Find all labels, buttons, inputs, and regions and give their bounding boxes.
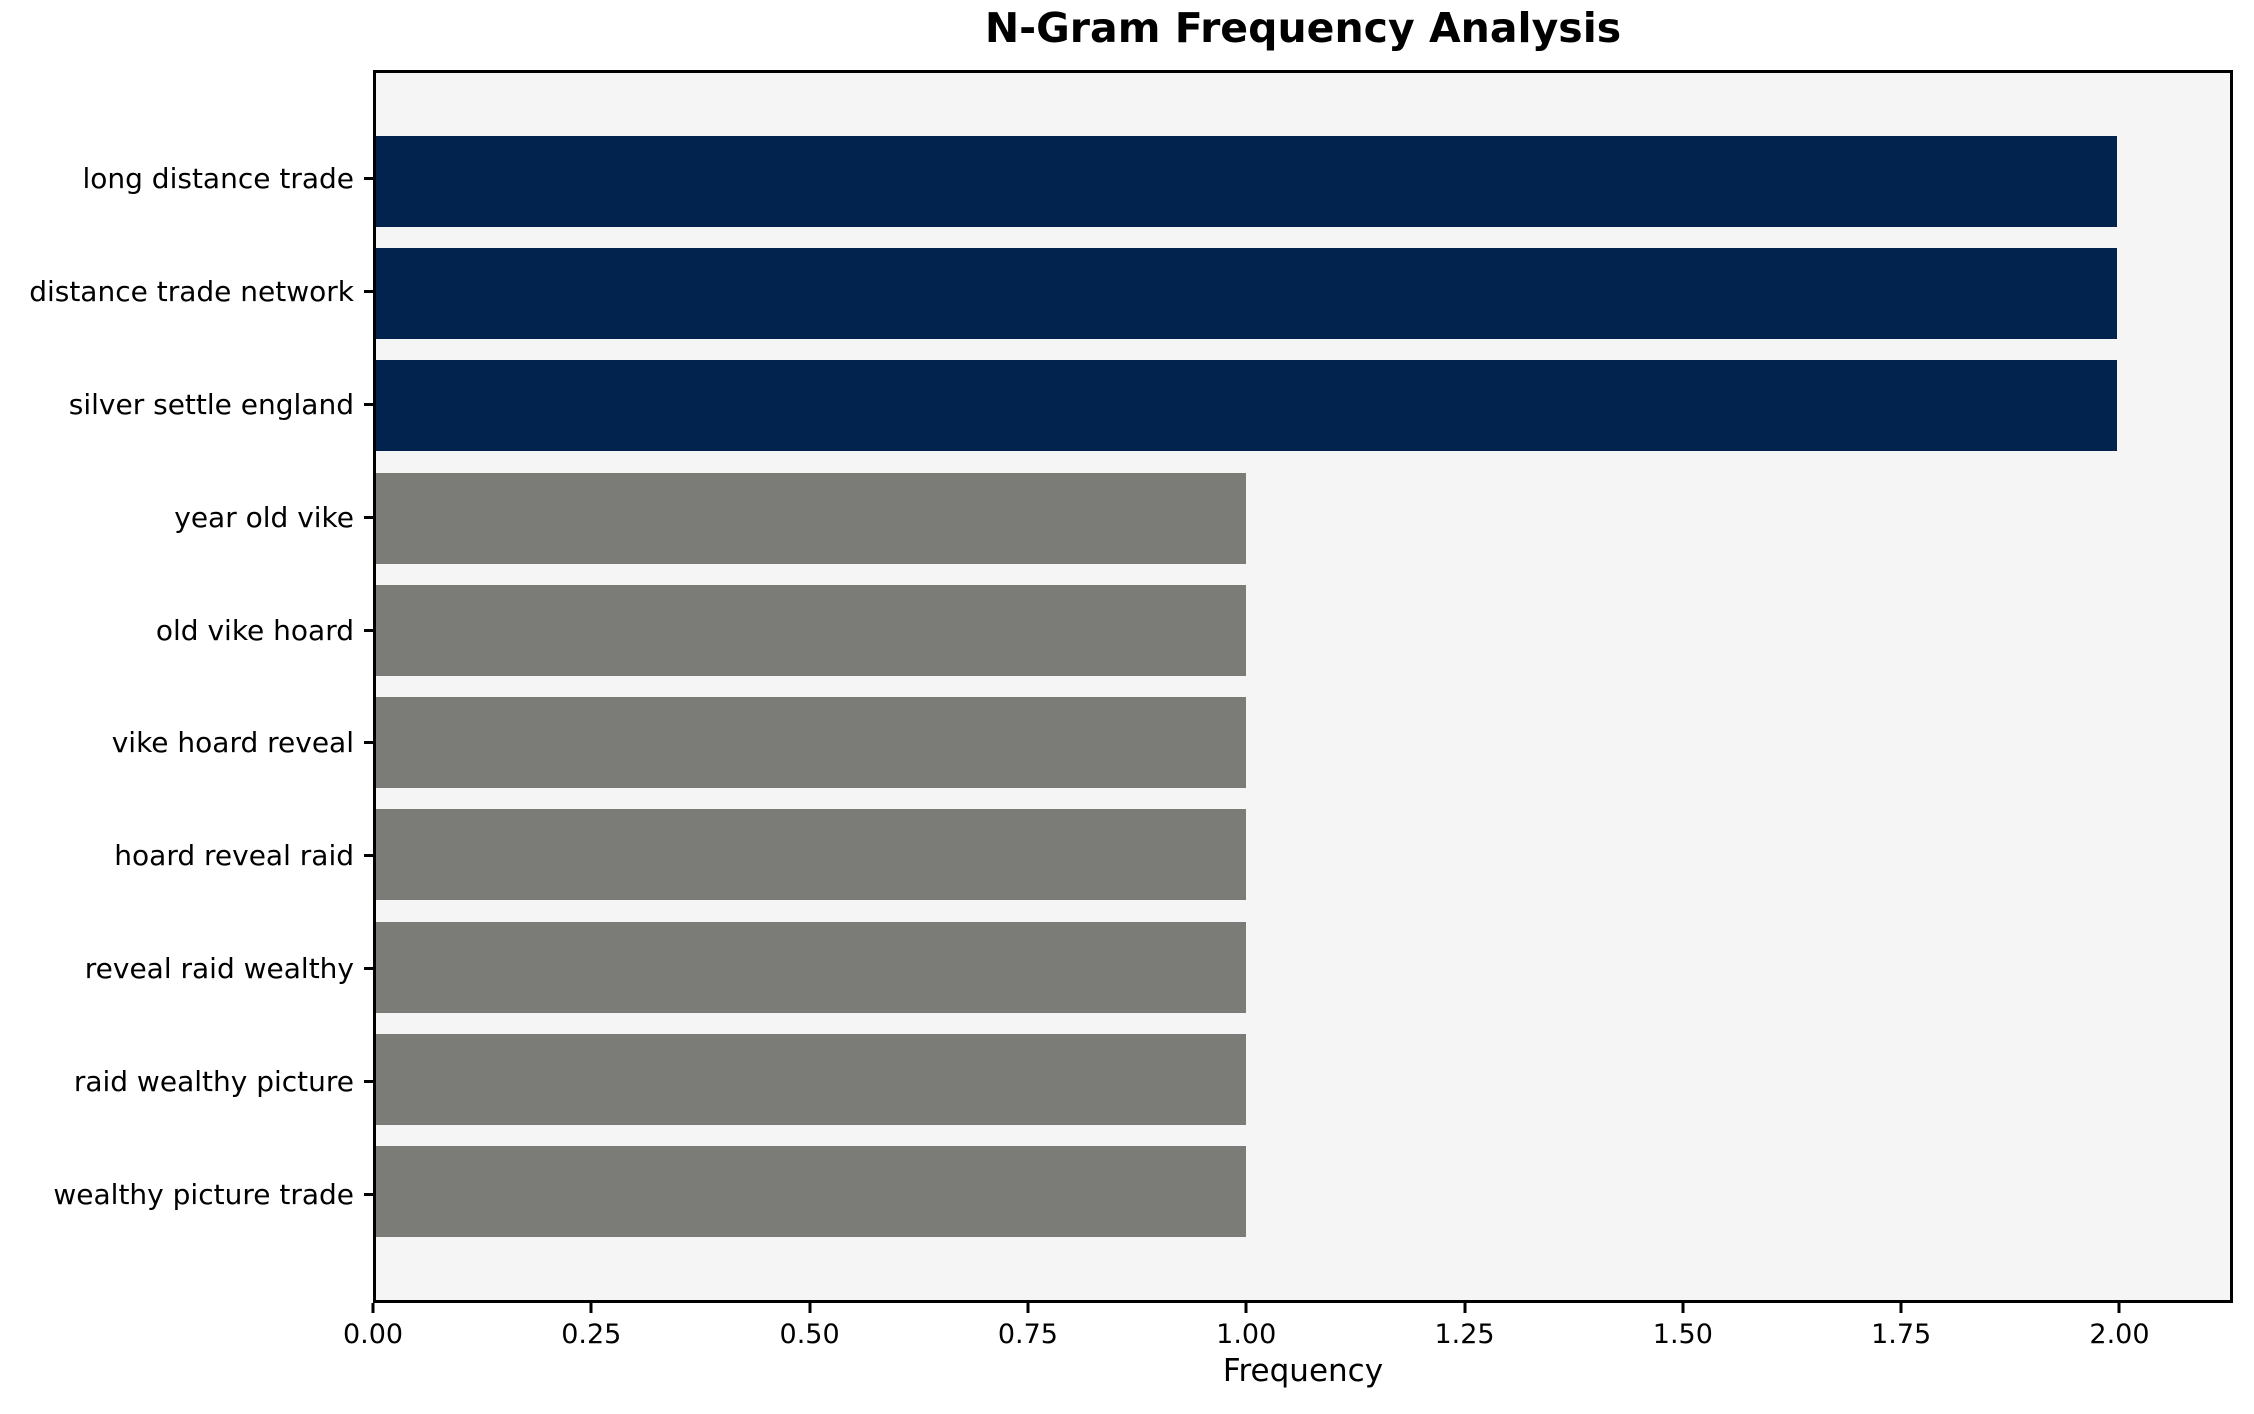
bars-container <box>376 73 2230 1300</box>
y-tick-mark <box>364 402 373 406</box>
frequency-bar <box>376 1034 1247 1126</box>
x-tick-mark <box>2117 1303 2121 1313</box>
frequency-bar <box>376 360 2117 452</box>
y-tick-row: raid wealthy picture <box>0 1025 373 1138</box>
y-tick-label: silver settle england <box>68 387 354 421</box>
y-tick-mark <box>364 854 373 858</box>
bar-row <box>376 237 2230 349</box>
y-tick-label: reveal raid wealthy <box>84 952 354 986</box>
bar-row <box>376 686 2230 798</box>
y-tick-label: wealthy picture trade <box>53 1178 354 1212</box>
y-tick-mark <box>364 1193 373 1197</box>
bar-row <box>376 125 2230 237</box>
y-tick-row: hoard reveal raid <box>0 799 373 912</box>
x-axis: 0.00 0.25 0.50 0.75 1.00 1.25 1.50 1.75 2.00 <box>343 1303 2233 1393</box>
y-tick-label: old vike hoard <box>155 613 354 647</box>
y-tick-label: year old vike <box>174 500 354 534</box>
x-tick-mark <box>1899 1303 1903 1313</box>
bar-row <box>376 1136 2230 1248</box>
y-tick-row: vike hoard reveal <box>0 687 373 800</box>
x-tick-mark <box>1244 1303 1248 1313</box>
x-tick-mark <box>1463 1303 1467 1313</box>
y-axis: long distance trade distance trade networ… <box>0 70 373 1303</box>
x-tick-label: 0.75 <box>997 1319 1058 1350</box>
frequency-bar <box>376 697 1247 789</box>
x-tick-mark <box>1026 1303 1030 1313</box>
y-tick-row: year old vike <box>0 461 373 574</box>
x-tick-mark <box>1681 1303 1685 1313</box>
y-tick-label: distance trade network <box>29 274 354 308</box>
x-tick-label: 0.25 <box>561 1319 622 1350</box>
frequency-bar <box>376 247 2117 339</box>
y-tick-mark <box>364 741 373 745</box>
bar-row <box>376 799 2230 911</box>
frequency-bar <box>376 921 1247 1013</box>
y-tick-label: long distance trade <box>82 161 354 195</box>
frequency-bar <box>376 584 1247 676</box>
x-tick-mark <box>808 1303 812 1313</box>
x-tick-label: 1.50 <box>1652 1319 1713 1350</box>
y-tick-label: vike hoard reveal <box>111 726 354 760</box>
x-tick-label: 0.50 <box>779 1319 840 1350</box>
x-tick-label: 1.00 <box>1216 1319 1277 1350</box>
bar-row <box>376 1023 2230 1135</box>
x-tick-label: 2.00 <box>2089 1319 2150 1350</box>
frequency-bar <box>376 472 1247 564</box>
plot-area <box>373 70 2233 1303</box>
y-tick-label: hoard reveal raid <box>114 839 354 873</box>
y-tick-mark <box>364 1080 373 1084</box>
bar-row <box>376 911 2230 1023</box>
y-tick-mark <box>364 289 373 293</box>
x-tick-label: 1.25 <box>1434 1319 1495 1350</box>
bar-row <box>376 350 2230 462</box>
bar-row <box>376 574 2230 686</box>
y-tick-row: old vike hoard <box>0 574 373 687</box>
y-tick-mark <box>364 967 373 971</box>
frequency-bar <box>376 1146 1247 1238</box>
y-tick-mark <box>364 176 373 180</box>
x-tick-mark <box>371 1303 375 1313</box>
bar-row <box>376 462 2230 574</box>
frequency-bar <box>376 135 2117 227</box>
y-tick-label: raid wealthy picture <box>73 1065 354 1099</box>
chart-title: N-Gram Frequency Analysis <box>984 4 1622 52</box>
x-axis-label: Frequency <box>1222 1353 1384 1389</box>
y-tick-row: wealthy picture trade <box>0 1138 373 1251</box>
y-tick-mark <box>364 515 373 519</box>
x-tick-label: 1.75 <box>1871 1319 1932 1350</box>
y-tick-mark <box>364 628 373 632</box>
x-tick-mark <box>589 1303 593 1313</box>
y-tick-row: reveal raid wealthy <box>0 912 373 1025</box>
frequency-bar <box>376 809 1247 901</box>
y-tick-row: silver settle england <box>0 348 373 461</box>
y-tick-row: distance trade network <box>0 235 373 348</box>
y-tick-row: long distance trade <box>0 122 373 235</box>
x-tick-label: 0.00 <box>342 1319 404 1350</box>
